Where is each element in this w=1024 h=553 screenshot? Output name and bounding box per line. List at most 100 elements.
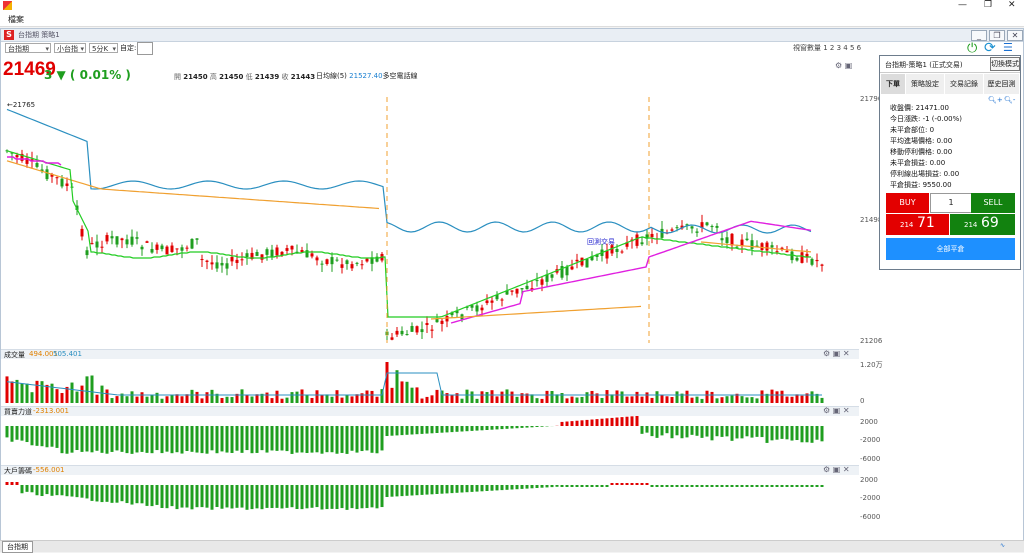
buysell-bar [741, 426, 744, 438]
buysell-panel-close-icon[interactable]: ⚙ ▣ ✕ [823, 406, 850, 415]
refresh-icon[interactable]: ⟳ [984, 40, 996, 56]
ma-readout: 日均線(5) 21527.40多空電話線 [316, 71, 418, 81]
big-bar [721, 485, 724, 487]
candle-body [816, 260, 819, 261]
volume-bar [81, 386, 84, 403]
volume-bar [301, 389, 304, 403]
big-bar [241, 485, 244, 508]
candle-body [406, 334, 409, 335]
candle-body [186, 248, 189, 249]
volume-chart [1, 359, 859, 405]
volume-bar [141, 392, 144, 403]
contract-select[interactable]: 小台指 [54, 43, 86, 53]
big-bar [791, 485, 794, 487]
minimize-icon[interactable]: — [958, 0, 967, 10]
quantity-input[interactable]: 1 [930, 193, 972, 213]
buysell-bar [581, 420, 584, 426]
big-bar [301, 485, 304, 509]
buysell-bar [76, 426, 79, 450]
candle-body [226, 263, 229, 268]
tab-backtest[interactable]: 歷史回測 [984, 74, 1019, 94]
trade-panel-title: 台指期-策略1 (正式交易) [885, 60, 963, 70]
candle-body [166, 247, 169, 255]
big-chart [1, 475, 859, 523]
candlestick-chart[interactable] [1, 87, 859, 349]
buysell-bar [226, 426, 229, 453]
volume-bar [146, 397, 149, 403]
big-bar [591, 485, 594, 487]
big-bar [246, 485, 249, 510]
volume-bar [56, 389, 59, 403]
candle-body [576, 260, 579, 261]
tab-strategy[interactable]: 策略設定 [906, 74, 944, 94]
list-settings-icon[interactable]: ☰ [1003, 41, 1013, 54]
view-count-selector[interactable]: 視窗數量 1 2 3 4 5 6 [793, 43, 861, 53]
volume-bar [556, 394, 559, 403]
buysell-bar [71, 426, 74, 453]
price-axis-bottom: 21206 [860, 337, 882, 345]
chart-settings-icon[interactable]: ⚙ ▣ [835, 61, 852, 70]
buysell-value: -2313.001 [33, 407, 69, 415]
restore-icon[interactable]: ❐ [984, 0, 992, 10]
buysell-bar [766, 426, 769, 443]
custom-interval-input[interactable] [137, 42, 153, 55]
volume-bar [101, 386, 104, 403]
buysell-bar [811, 426, 814, 443]
buysell-bars [6, 416, 824, 454]
buysell-bar [36, 426, 39, 446]
buysell-bar [251, 426, 254, 453]
ask-price-button[interactable]: 214 69 [950, 214, 1015, 235]
buysell-bar [351, 426, 354, 451]
big-bar [776, 485, 779, 487]
interval-select[interactable]: 5分K [89, 43, 118, 53]
custom-label: 自定: [120, 43, 136, 53]
menu-file[interactable]: 檔案 [8, 14, 24, 25]
volume-bar [671, 397, 674, 403]
buysell-bar [126, 426, 129, 453]
bid-price-button[interactable]: 214 71 [886, 214, 949, 235]
volume-bar [461, 399, 464, 403]
candle-body [641, 242, 644, 244]
tab-order[interactable]: 下單 [881, 74, 905, 94]
big-bar [446, 485, 449, 493]
switch-mode-button[interactable]: 切換模式 [990, 57, 1020, 71]
zoom-in-icon[interactable]: 🔍︎+ [988, 96, 1003, 104]
buysell-bar [201, 426, 204, 453]
candle-body [66, 184, 69, 186]
volume-bar [506, 389, 509, 403]
candle-body [396, 331, 399, 335]
volume-bars [6, 362, 824, 403]
buysell-bar [476, 426, 479, 431]
candle-body [256, 252, 259, 256]
buysell-bar [596, 419, 599, 426]
close-icon[interactable]: ✕ [1008, 0, 1016, 10]
big-bar [136, 485, 139, 503]
big-bar [526, 485, 529, 489]
buysell-bar [801, 426, 804, 442]
buy-button[interactable]: BUY [886, 193, 929, 213]
window-close-button[interactable]: ✕ [1007, 30, 1023, 41]
buysell-bar [446, 426, 449, 432]
power-icon[interactable]: ⏻ [967, 41, 977, 56]
big-bar [531, 485, 534, 488]
buysell-bar [306, 426, 309, 453]
sell-button[interactable]: SELL [971, 193, 1015, 213]
tab-records[interactable]: 交易記錄 [945, 74, 983, 94]
big-panel-close-icon[interactable]: ⚙ ▣ ✕ [823, 465, 850, 474]
status-tab[interactable]: 台指期 [2, 541, 33, 553]
buysell-bar [121, 426, 124, 452]
candle-body [776, 251, 779, 252]
volume-panel-close-icon[interactable]: ⚙ ▣ ✕ [823, 349, 850, 358]
instrument-select[interactable]: 台指期 [5, 43, 51, 53]
candle-body [411, 326, 414, 332]
buysell-bar [451, 426, 454, 432]
big-bar [796, 485, 799, 487]
big-bar [351, 485, 354, 508]
candle-body [141, 247, 144, 250]
close-all-button[interactable]: 全部平倉 [886, 238, 1015, 260]
zoom-out-icon[interactable]: 🔍︎- [1004, 96, 1015, 104]
buysell-bar [601, 419, 604, 426]
candle-body [791, 251, 794, 260]
big-bar [571, 485, 574, 487]
candle-body [366, 259, 369, 262]
